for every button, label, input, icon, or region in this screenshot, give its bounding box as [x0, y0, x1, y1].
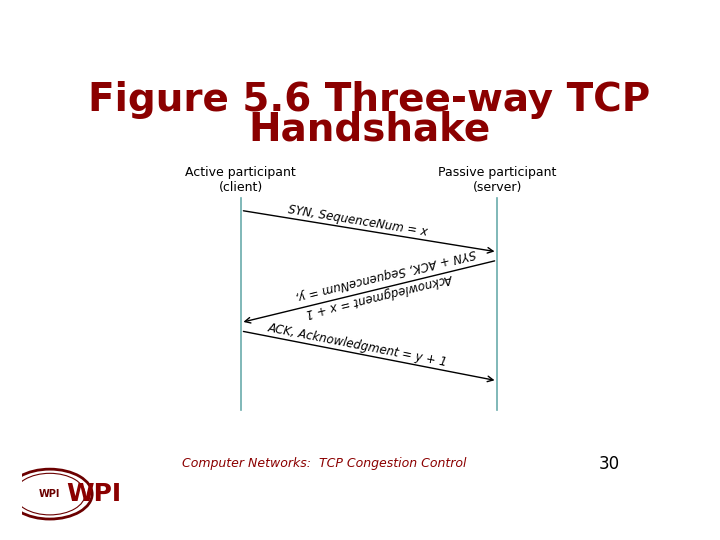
Text: Figure 5.6 Three-way TCP: Figure 5.6 Three-way TCP — [88, 81, 650, 119]
Text: Passive participant: Passive participant — [438, 166, 557, 179]
Text: Active participant: Active participant — [185, 166, 296, 179]
Text: Handshake: Handshake — [248, 110, 490, 148]
Text: SYN + ACK, SequenceNum = y,: SYN + ACK, SequenceNum = y, — [294, 246, 477, 303]
Text: (server): (server) — [472, 181, 522, 194]
Text: Computer Networks:  TCP Congestion Control: Computer Networks: TCP Congestion Contro… — [182, 457, 467, 470]
Text: SYN, SequenceNum = x: SYN, SequenceNum = x — [287, 203, 428, 239]
Text: 30: 30 — [598, 455, 619, 473]
Text: (client): (client) — [219, 181, 263, 194]
Text: WPI: WPI — [67, 482, 122, 506]
Text: WPI: WPI — [39, 489, 60, 499]
Text: Acknowledgment = x + 1: Acknowledgment = x + 1 — [305, 271, 455, 320]
Text: ACK, Acknowledgment = y + 1: ACK, Acknowledgment = y + 1 — [267, 321, 449, 369]
